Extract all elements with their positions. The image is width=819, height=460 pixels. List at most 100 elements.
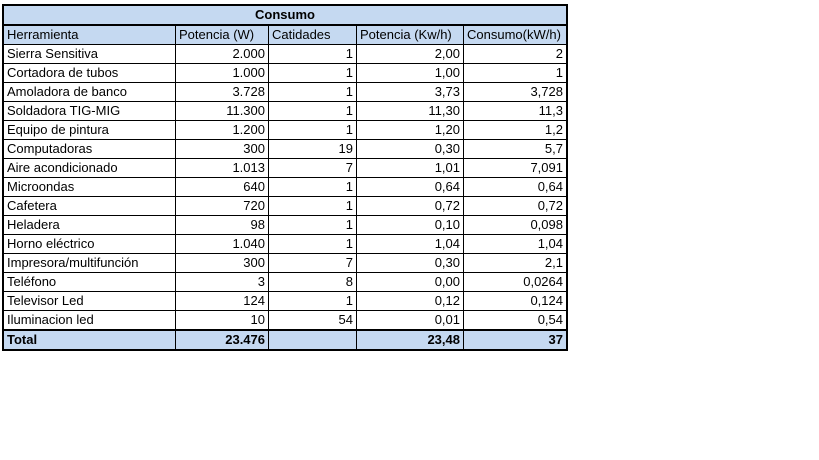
cell-consumo-kwh[interactable]: 0,54 — [463, 310, 568, 331]
cell-cantidad[interactable]: 1 — [268, 101, 357, 121]
cell-potencia-kwh[interactable]: 0,30 — [356, 253, 464, 273]
cell-herramienta[interactable]: Cortadora de tubos — [2, 63, 176, 83]
cell-cantidad[interactable]: 8 — [268, 272, 357, 292]
table-row: Teléfono 3 8 0,00 0,0264 — [2, 272, 568, 292]
table-row: Microondas 640 1 0,64 0,64 — [2, 177, 568, 197]
cell-potencia-w[interactable]: 640 — [175, 177, 269, 197]
cell-cantidad[interactable]: 1 — [268, 215, 357, 235]
total-label[interactable]: Total — [2, 329, 176, 351]
cell-consumo-kwh[interactable]: 2 — [463, 44, 568, 64]
cell-potencia-kwh[interactable]: 1,20 — [356, 120, 464, 140]
cell-potencia-kwh[interactable]: 0,64 — [356, 177, 464, 197]
cell-cantidad[interactable]: 1 — [268, 63, 357, 83]
cell-cantidad[interactable]: 1 — [268, 82, 357, 102]
cell-herramienta[interactable]: Sierra Sensitiva — [2, 44, 176, 64]
header-potencia-w[interactable]: Potencia (W) — [175, 24, 269, 45]
cell-potencia-w[interactable]: 1.000 — [175, 63, 269, 83]
cell-consumo-kwh[interactable]: 0,0264 — [463, 272, 568, 292]
table-row: Amoladora de banco 3.728 1 3,73 3,728 — [2, 82, 568, 102]
header-cantidades[interactable]: Catidades — [268, 24, 357, 45]
cell-consumo-kwh[interactable]: 1 — [463, 63, 568, 83]
cell-consumo-kwh[interactable]: 1,04 — [463, 234, 568, 254]
cell-cantidad[interactable]: 1 — [268, 291, 357, 311]
table-row: Aire acondicionado 1.013 7 1,01 7,091 — [2, 158, 568, 178]
total-potencia-kwh[interactable]: 23,48 — [356, 329, 464, 351]
cell-herramienta[interactable]: Soldadora TIG-MIG — [2, 101, 176, 121]
cell-cantidad[interactable]: 7 — [268, 253, 357, 273]
cell-consumo-kwh[interactable]: 0,72 — [463, 196, 568, 216]
cell-cantidad[interactable]: 1 — [268, 177, 357, 197]
table-row: Heladera 98 1 0,10 0,098 — [2, 215, 568, 235]
cell-herramienta[interactable]: Horno eléctrico — [2, 234, 176, 254]
cell-herramienta[interactable]: Equipo de pintura — [2, 120, 176, 140]
table-row: Sierra Sensitiva 2.000 1 2,00 2 — [2, 44, 568, 64]
header-row: Herramienta Potencia (W) Catidades Poten… — [2, 24, 568, 45]
cell-potencia-kwh[interactable]: 0,12 — [356, 291, 464, 311]
table-row: Equipo de pintura 1.200 1 1,20 1,2 — [2, 120, 568, 140]
cell-potencia-w[interactable]: 720 — [175, 196, 269, 216]
cell-consumo-kwh[interactable]: 2,1 — [463, 253, 568, 273]
cell-potencia-kwh[interactable]: 3,73 — [356, 82, 464, 102]
cell-potencia-w[interactable]: 2.000 — [175, 44, 269, 64]
cell-potencia-w[interactable]: 124 — [175, 291, 269, 311]
header-potencia-kwh[interactable]: Potencia (Kw/h) — [356, 24, 464, 45]
cell-potencia-kwh[interactable]: 1,04 — [356, 234, 464, 254]
cell-potencia-w[interactable]: 3 — [175, 272, 269, 292]
cell-potencia-w[interactable]: 1.040 — [175, 234, 269, 254]
consumo-table: Consumo Herramienta Potencia (W) Catidad… — [2, 4, 568, 351]
cell-potencia-kwh[interactable]: 11,30 — [356, 101, 464, 121]
cell-herramienta[interactable]: Computadoras — [2, 139, 176, 159]
cell-potencia-w[interactable]: 11.300 — [175, 101, 269, 121]
header-herramienta[interactable]: Herramienta — [2, 24, 176, 45]
cell-herramienta[interactable]: Microondas — [2, 177, 176, 197]
cell-potencia-kwh[interactable]: 0,01 — [356, 310, 464, 331]
cell-consumo-kwh[interactable]: 0,124 — [463, 291, 568, 311]
cell-herramienta[interactable]: Iluminacion led — [2, 310, 176, 331]
cell-potencia-w[interactable]: 10 — [175, 310, 269, 331]
cell-cantidad[interactable]: 54 — [268, 310, 357, 331]
table-title[interactable]: Consumo — [2, 4, 568, 26]
table-row: Impresora/multifunción 300 7 0,30 2,1 — [2, 253, 568, 273]
cell-potencia-w[interactable]: 300 — [175, 253, 269, 273]
total-potencia-w[interactable]: 23.476 — [175, 329, 269, 351]
table-row: Horno eléctrico 1.040 1 1,04 1,04 — [2, 234, 568, 254]
total-consumo-kwh[interactable]: 37 — [463, 329, 568, 351]
cell-potencia-w[interactable]: 98 — [175, 215, 269, 235]
cell-consumo-kwh[interactable]: 1,2 — [463, 120, 568, 140]
cell-potencia-kwh[interactable]: 0,00 — [356, 272, 464, 292]
cell-potencia-w[interactable]: 300 — [175, 139, 269, 159]
cell-potencia-kwh[interactable]: 0,30 — [356, 139, 464, 159]
cell-herramienta[interactable]: Amoladora de banco — [2, 82, 176, 102]
cell-herramienta[interactable]: Televisor Led — [2, 291, 176, 311]
cell-consumo-kwh[interactable]: 0,098 — [463, 215, 568, 235]
cell-potencia-kwh[interactable]: 1,00 — [356, 63, 464, 83]
cell-cantidad[interactable]: 1 — [268, 44, 357, 64]
total-cantidad[interactable] — [268, 329, 357, 351]
cell-potencia-kwh[interactable]: 0,72 — [356, 196, 464, 216]
cell-herramienta[interactable]: Heladera — [2, 215, 176, 235]
cell-herramienta[interactable]: Teléfono — [2, 272, 176, 292]
cell-herramienta[interactable]: Cafetera — [2, 196, 176, 216]
cell-cantidad[interactable]: 1 — [268, 234, 357, 254]
cell-cantidad[interactable]: 1 — [268, 120, 357, 140]
cell-potencia-w[interactable]: 1.200 — [175, 120, 269, 140]
cell-consumo-kwh[interactable]: 3,728 — [463, 82, 568, 102]
cell-consumo-kwh[interactable]: 0,64 — [463, 177, 568, 197]
header-consumo-kwh[interactable]: Consumo(kW/h) — [463, 24, 568, 45]
total-row: Total 23.476 23,48 37 — [2, 329, 568, 351]
cell-cantidad[interactable]: 7 — [268, 158, 357, 178]
cell-consumo-kwh[interactable]: 11,3 — [463, 101, 568, 121]
cell-potencia-w[interactable]: 1.013 — [175, 158, 269, 178]
cell-cantidad[interactable]: 19 — [268, 139, 357, 159]
table-row: Cafetera 720 1 0,72 0,72 — [2, 196, 568, 216]
cell-potencia-kwh[interactable]: 2,00 — [356, 44, 464, 64]
cell-potencia-kwh[interactable]: 1,01 — [356, 158, 464, 178]
table-row: Cortadora de tubos 1.000 1 1,00 1 — [2, 63, 568, 83]
cell-herramienta[interactable]: Aire acondicionado — [2, 158, 176, 178]
cell-cantidad[interactable]: 1 — [268, 196, 357, 216]
cell-consumo-kwh[interactable]: 7,091 — [463, 158, 568, 178]
cell-potencia-kwh[interactable]: 0,10 — [356, 215, 464, 235]
cell-potencia-w[interactable]: 3.728 — [175, 82, 269, 102]
cell-herramienta[interactable]: Impresora/multifunción — [2, 253, 176, 273]
cell-consumo-kwh[interactable]: 5,7 — [463, 139, 568, 159]
